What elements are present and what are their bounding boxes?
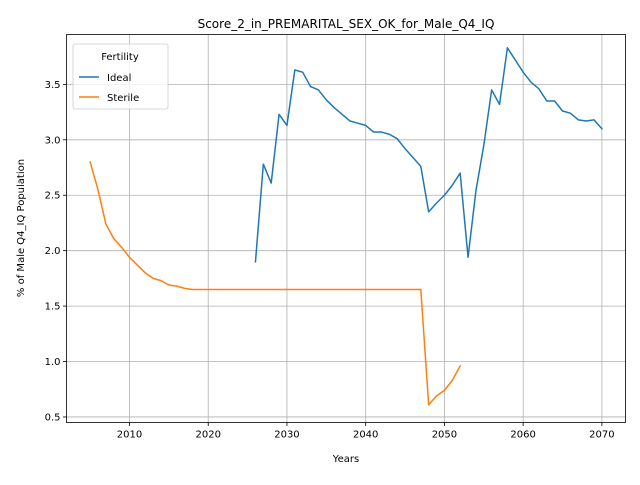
legend-label-ideal: Ideal xyxy=(107,73,131,84)
plot-frame xyxy=(66,34,626,423)
y-tick-label: 1.5 xyxy=(45,302,61,313)
x-axis: 2010 2020 2030 2040 2050 2060 2070 xyxy=(117,422,615,441)
x-tick-label: 2070 xyxy=(589,430,614,441)
grid-layer xyxy=(66,34,626,423)
y-tick-label: 2.5 xyxy=(45,191,61,202)
legend-title: Fertility xyxy=(101,52,139,63)
y-tick-label: 2.0 xyxy=(45,246,61,257)
x-tick-label: 2050 xyxy=(432,430,457,441)
series-line-ideal xyxy=(254,47,603,263)
y-tick-label: 3.0 xyxy=(45,135,61,146)
x-tick-label: 2010 xyxy=(117,430,142,441)
x-tick-label: 2020 xyxy=(195,430,220,441)
y-tick-label: 3.5 xyxy=(45,80,61,91)
series-line-sterile xyxy=(89,161,462,406)
series-layer xyxy=(89,47,603,406)
y-axis: 0.5 1.0 1.5 2.0 2.5 3.0 3.5 xyxy=(45,80,67,423)
x-tick-label: 2030 xyxy=(274,430,299,441)
x-axis-label: Years xyxy=(332,454,359,465)
y-tick-label: 0.5 xyxy=(45,412,61,423)
x-tick-label: 2040 xyxy=(353,430,378,441)
y-axis-label: % of Male Q4_IQ Population xyxy=(16,159,27,297)
x-tick-label: 2060 xyxy=(510,430,535,441)
legend-box xyxy=(72,43,169,110)
chart-title: Score_2_in_PREMARITAL_SEX_OK_for_Male_Q4… xyxy=(198,17,495,31)
legend: Fertility Ideal Sterile xyxy=(72,43,169,110)
y-tick-label: 1.0 xyxy=(45,357,61,368)
legend-label-sterile: Sterile xyxy=(107,93,139,104)
